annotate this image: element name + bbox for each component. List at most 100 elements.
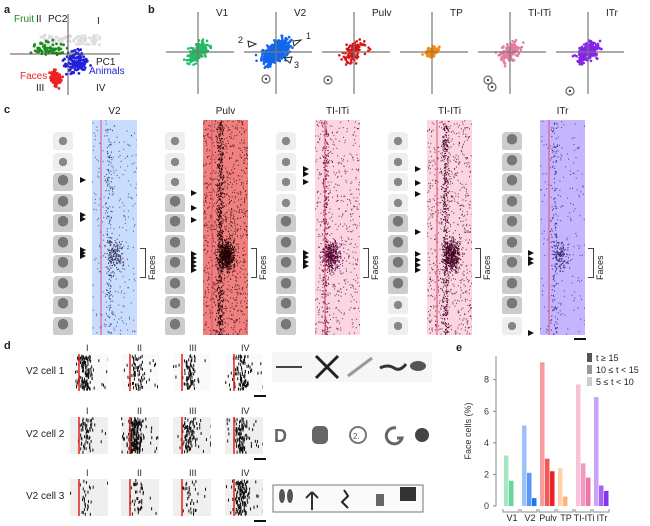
quadrant-label: IV [241, 343, 250, 353]
bar-Pulv-0 [540, 362, 545, 506]
raster-title: TI-ITi [438, 106, 461, 117]
face-stimulus-thumbnail [276, 214, 296, 232]
time-scale-bar [574, 338, 586, 340]
object-stimulus-thumbnail [388, 132, 408, 150]
x-tick-label: V2 [524, 513, 535, 523]
arrowhead-icon [415, 262, 421, 268]
object-stimulus-thumbnail [53, 132, 73, 150]
face-stimulus-thumbnail [502, 132, 522, 150]
quadrant-label: II [137, 468, 143, 478]
face-stimulus-thumbnail [276, 275, 296, 294]
arrowhead-icon [415, 229, 421, 235]
cell1-stimuli [272, 352, 432, 382]
face-stimulus-thumbnail [276, 316, 296, 335]
cell-raster [225, 479, 263, 516]
category-bracket [574, 509, 592, 513]
face-stimulus-thumbnail [276, 255, 296, 273]
pc2-label: PC2 [48, 14, 68, 25]
quadrant-i: I [97, 16, 100, 27]
arrowhead-icon [415, 180, 421, 186]
panel-b-label: b [148, 4, 155, 16]
raster-title: TI-ITi [326, 106, 349, 117]
quadrant-iv: IV [96, 83, 106, 94]
scatter-title-ti-iti: TI-ITi [528, 8, 551, 19]
face-stimulus-thumbnail [165, 193, 185, 212]
time-scale-bar [254, 395, 266, 397]
marker-triangle-icon [247, 40, 258, 48]
arrowhead-icon [80, 216, 86, 222]
faces-bracket-label: Faces [370, 255, 380, 280]
arrowhead-icon [415, 166, 421, 172]
face-stimulus-thumbnail [502, 275, 522, 294]
arrowhead-icon [528, 260, 534, 266]
quadrant-label: III [189, 468, 197, 478]
bar-TP-1 [563, 496, 568, 506]
arrowhead-icon [191, 263, 197, 269]
spike-raster-1 [203, 120, 248, 335]
cell-raster [173, 417, 211, 454]
object-stimulus-thumbnail [276, 173, 296, 191]
y-tick-label: 6 [484, 406, 489, 416]
quadrant-label: I [86, 343, 89, 353]
object-stimulus-thumbnail [165, 173, 185, 191]
bar-TI-ITi-0 [576, 384, 581, 506]
outlier-circle-icon [261, 74, 271, 84]
category-bracket [538, 509, 556, 513]
bar-V2-0 [522, 425, 527, 506]
y-axis-label: Face cells (%) [463, 402, 473, 459]
arrowhead-icon [528, 330, 534, 336]
object-stimulus-thumbnail [388, 193, 408, 212]
faces-label: Faces [20, 71, 48, 82]
face-stimulus-thumbnail [53, 214, 73, 232]
cell-raster [121, 479, 159, 516]
cell-raster [70, 354, 108, 391]
arrowhead-icon [191, 205, 197, 211]
panel-d-label: d [4, 340, 11, 352]
cell-raster [121, 354, 159, 391]
object-stimulus-thumbnail [502, 316, 522, 335]
raster-title: ITr [556, 106, 569, 117]
bar-ITr-2 [604, 491, 609, 506]
arrowhead-icon [303, 250, 309, 256]
face-stimulus-thumbnail [276, 296, 296, 314]
face-stimulus-thumbnail [165, 214, 185, 232]
bar-Pulv-1 [545, 458, 550, 506]
faces-bracket [588, 248, 594, 278]
face-stimulus-thumbnail [165, 234, 185, 253]
cell-label: V2 cell 1 [26, 366, 65, 377]
v2-marker-label-2: 2 [238, 35, 243, 45]
y-tick-label: 0 [484, 501, 489, 511]
scatter-plot-pulv [322, 12, 390, 94]
faces-bracket-label: Faces [595, 255, 605, 280]
face-stimulus-thumbnail [502, 234, 522, 253]
face-stimulus-thumbnail [388, 214, 408, 232]
quadrant-label: III [189, 343, 197, 353]
arrowhead-icon [191, 259, 197, 265]
face-stimulus-thumbnail [53, 173, 73, 191]
x-tick-label: TP [560, 513, 572, 523]
category-bracket [556, 509, 574, 513]
face-stimulus-thumbnail [502, 193, 522, 212]
letter-d-stimulus: D [274, 426, 287, 446]
faces-bracket [363, 248, 369, 278]
arrowhead-icon [303, 166, 309, 172]
faces-bracket-label: Faces [482, 255, 492, 280]
scatter-plot-tp [400, 12, 468, 94]
face-stimulus-thumbnail [276, 234, 296, 253]
panel-e-label: e [456, 342, 463, 354]
quadrant-iii: III [36, 83, 45, 94]
panel-a-pca-plot [10, 14, 120, 95]
scatter-plot-v2: 1 2 3 [238, 12, 312, 94]
face-stimulus-thumbnail [502, 173, 522, 191]
face-stimulus-thumbnail [165, 275, 185, 294]
bar-ITr-1 [599, 485, 604, 506]
scatter-title-v1: V1 [216, 8, 229, 19]
ball-stimulus [415, 428, 429, 442]
panel-c-label: c [4, 104, 11, 116]
face-stimulus-thumbnail [165, 296, 185, 314]
spike-raster-2 [315, 120, 360, 335]
arrowhead-icon [191, 267, 197, 273]
cell2-stimuli: D 2. [274, 426, 429, 446]
v2-marker-label-3: 3 [294, 60, 299, 70]
cell-label: V2 cell 3 [26, 491, 65, 502]
